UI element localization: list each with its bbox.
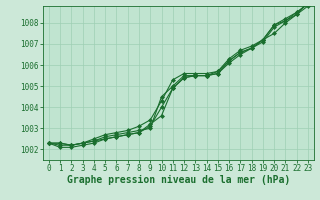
X-axis label: Graphe pression niveau de la mer (hPa): Graphe pression niveau de la mer (hPa): [67, 175, 290, 185]
